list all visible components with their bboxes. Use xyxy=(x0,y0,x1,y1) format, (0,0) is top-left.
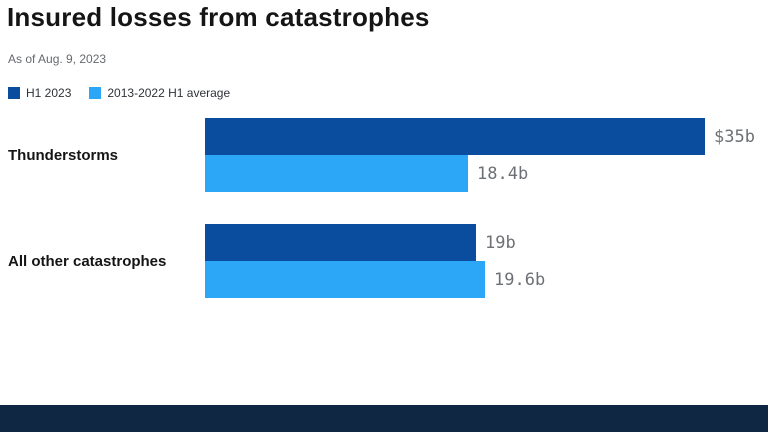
bar-row: 18.4b xyxy=(205,155,768,192)
bar-h1-average xyxy=(205,261,485,298)
legend-swatch-light-icon xyxy=(89,87,102,99)
value-label: $35b xyxy=(714,126,755,147)
category-label: All other catastrophes xyxy=(8,252,167,270)
bar-h1-2023 xyxy=(205,118,705,155)
legend-swatch-dark-icon xyxy=(8,87,20,99)
value-label: 19b xyxy=(485,232,516,253)
chart-subtitle: As of Aug. 9, 2023 xyxy=(8,52,107,66)
bar-stack: $35b 18.4b xyxy=(205,118,768,192)
bar-group: Thunderstorms $35b 18.4b xyxy=(0,118,768,192)
legend-label-h1-2023: H1 2023 xyxy=(26,86,72,100)
bar-row: $35b xyxy=(205,118,768,155)
bar-group: All other catastrophes 19b 19.6b xyxy=(0,224,768,298)
footer-bar xyxy=(0,405,768,432)
bar-h1-average xyxy=(205,155,468,192)
category-label: Thunderstorms xyxy=(8,146,119,164)
bar-row: 19.6b xyxy=(205,261,768,298)
chart-title: Insured losses from catastrophes xyxy=(7,2,430,32)
bar-chart: Thunderstorms $35b 18.4b All other catastro… xyxy=(0,118,768,330)
value-label: 19.6b xyxy=(494,269,546,290)
bar-row: 19b xyxy=(205,224,768,261)
legend-item-h1-average: 2013-2022 H1 average xyxy=(89,86,230,100)
bar-h1-2023 xyxy=(205,224,476,261)
legend-label-h1-average: 2013-2022 H1 average xyxy=(107,86,231,100)
legend-item-h1-2023: H1 2023 xyxy=(8,86,71,100)
legend: H1 2023 2013-2022 H1 average xyxy=(8,86,230,100)
value-label: 18.4b xyxy=(477,163,529,184)
bar-stack: 19b 19.6b xyxy=(205,224,768,298)
